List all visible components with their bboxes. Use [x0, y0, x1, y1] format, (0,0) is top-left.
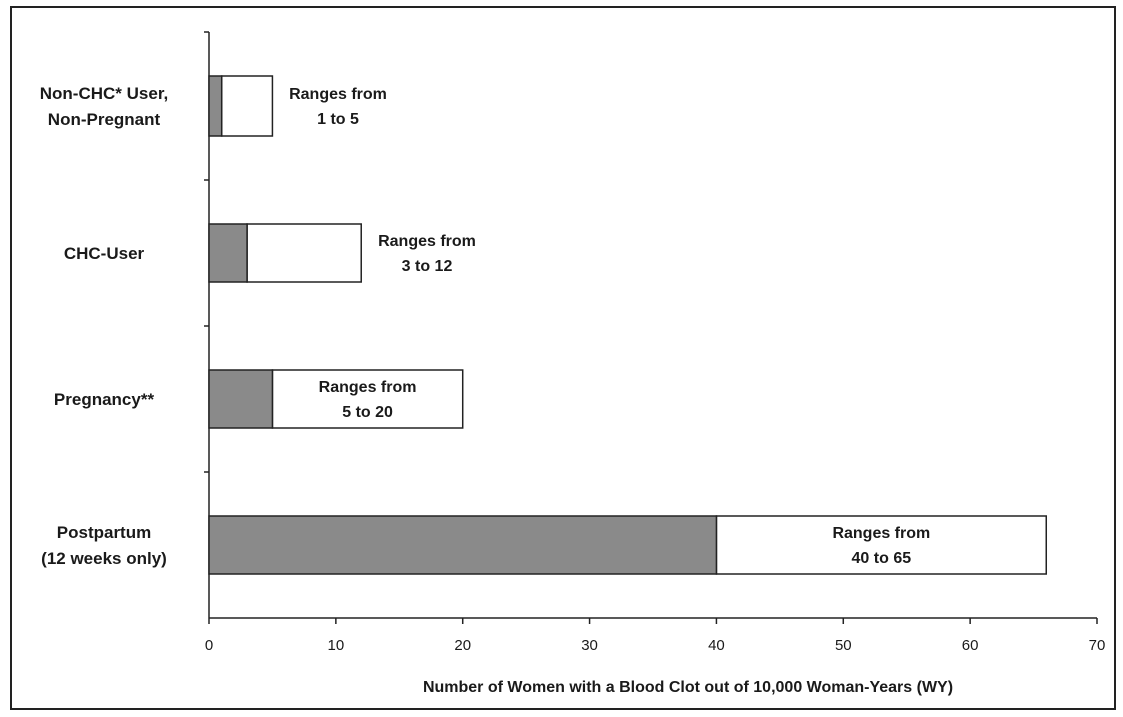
x-tick-label: 50 — [835, 637, 852, 654]
range-annotation: Ranges from — [378, 233, 476, 250]
x-tick-label: 0 — [205, 637, 213, 654]
range-annotation: Ranges from — [319, 379, 417, 396]
chart-frame — [10, 6, 1116, 710]
x-tick-label: 40 — [708, 637, 725, 654]
x-tick-label: 10 — [328, 637, 345, 654]
x-tick-label: 70 — [1089, 637, 1106, 654]
bar-low-segment — [208, 223, 248, 283]
category-label: (12 weeks only) — [41, 549, 167, 568]
range-annotation: Ranges from — [832, 525, 930, 542]
category-label: CHC-User — [64, 244, 145, 263]
bar-range-segment — [220, 75, 274, 137]
category-label: Non-Pregnant — [48, 110, 161, 129]
category-label: Postpartum — [57, 523, 151, 542]
x-axis-title: Number of Women with a Blood Clot out of… — [423, 679, 953, 696]
x-tick-label: 30 — [581, 637, 598, 654]
range-annotation: 40 to 65 — [852, 550, 912, 567]
category-label: Non-CHC* User, — [40, 84, 168, 103]
bar-low-segment — [208, 369, 274, 429]
bar-low-segment — [208, 515, 718, 575]
range-annotation: 5 to 20 — [342, 404, 393, 421]
bar-low-segment — [208, 75, 223, 137]
range-annotation: Ranges from — [289, 86, 387, 103]
range-annotation: 1 to 5 — [317, 111, 359, 128]
category-label: Pregnancy** — [54, 390, 155, 409]
bar-range-segment — [246, 223, 362, 283]
x-tick-label: 20 — [454, 637, 471, 654]
range-annotation: 3 to 12 — [402, 258, 453, 275]
x-tick-label: 60 — [962, 637, 979, 654]
bar-range-segment — [715, 515, 1048, 575]
